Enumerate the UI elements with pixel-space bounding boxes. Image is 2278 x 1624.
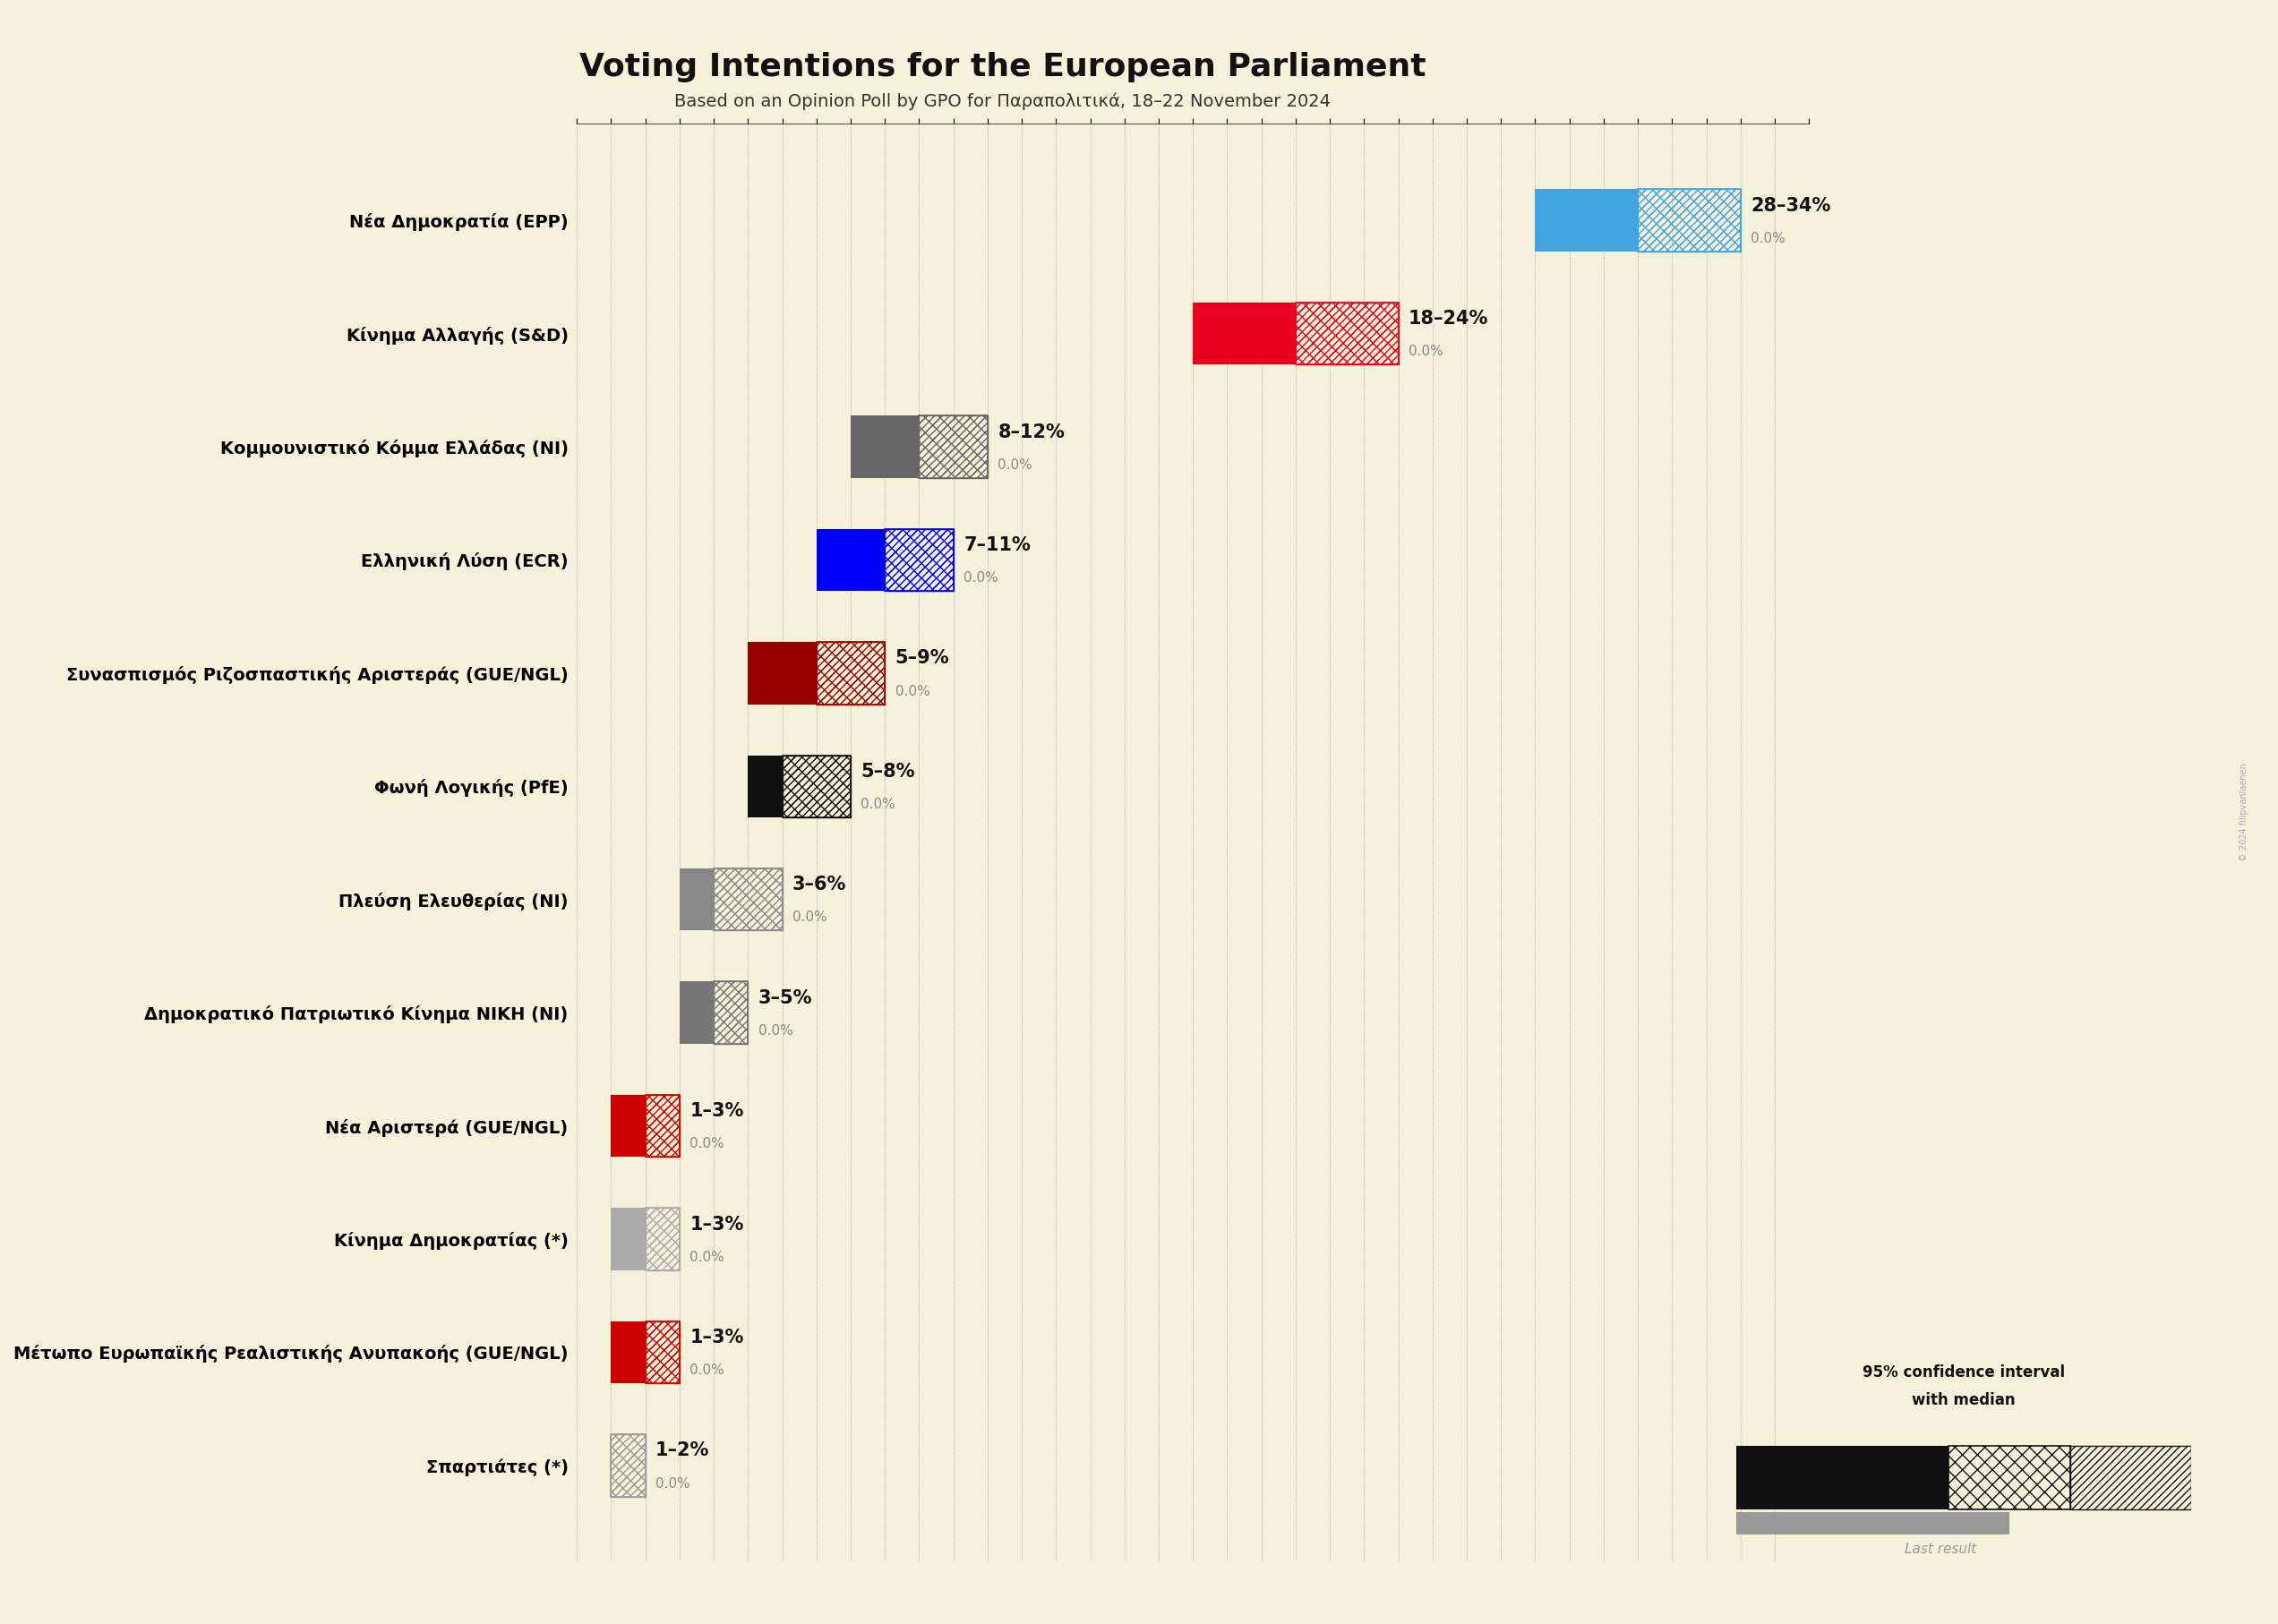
Text: 0.0%: 0.0% [759, 1025, 793, 1038]
Text: 18–24%: 18–24% [1408, 310, 1488, 328]
Text: 0.0%: 0.0% [895, 685, 929, 698]
Bar [611, 1434, 645, 1496]
Bar [918, 416, 989, 477]
Bar [816, 641, 884, 705]
Bar [1638, 190, 1740, 252]
Bar [713, 981, 747, 1044]
Bar [1296, 302, 1399, 365]
Text: 0.0%: 0.0% [656, 1476, 690, 1491]
Text: Voting Intentions for the European Parliament: Voting Intentions for the European Parli… [579, 52, 1426, 83]
Bar [2071, 1445, 2191, 1509]
Bar [713, 869, 781, 931]
Bar [747, 755, 781, 817]
Bar [611, 1095, 645, 1156]
Text: 7–11%: 7–11% [964, 536, 1030, 554]
Text: 0.0%: 0.0% [998, 458, 1032, 471]
Bar [645, 1208, 679, 1270]
Text: 8–12%: 8–12% [998, 424, 1064, 442]
Text: 0.0%: 0.0% [1408, 344, 1444, 359]
Text: 5–8%: 5–8% [861, 763, 916, 781]
Bar [645, 1320, 679, 1384]
Text: 5–9%: 5–9% [895, 650, 950, 667]
Text: 0.0%: 0.0% [861, 797, 895, 810]
Text: 0.0%: 0.0% [690, 1250, 724, 1263]
Text: 0.0%: 0.0% [690, 1364, 724, 1377]
Bar [884, 529, 952, 591]
Bar [1638, 190, 1740, 252]
Bar [1194, 302, 1296, 365]
Bar [645, 1095, 679, 1156]
Bar [645, 1095, 679, 1156]
Bar [645, 1320, 679, 1384]
Bar [816, 529, 884, 591]
Bar [713, 869, 781, 931]
Bar [816, 641, 884, 705]
Text: 0.0%: 0.0% [690, 1137, 724, 1151]
Bar [884, 529, 952, 591]
Text: 1–3%: 1–3% [690, 1215, 745, 1233]
Text: with median: with median [1911, 1392, 2016, 1408]
Text: Last result: Last result [1904, 1543, 1977, 1556]
Bar [645, 1208, 679, 1270]
Bar [1736, 1445, 1948, 1509]
Bar [1296, 302, 1399, 365]
Text: 1–3%: 1–3% [690, 1328, 745, 1346]
Text: 0.0%: 0.0% [1752, 232, 1786, 245]
Bar [1736, 1512, 2009, 1535]
Bar [781, 755, 850, 817]
Bar [1948, 1445, 2071, 1509]
Text: 3–6%: 3–6% [793, 875, 847, 893]
Text: 1–2%: 1–2% [656, 1442, 711, 1460]
Text: 1–3%: 1–3% [690, 1103, 745, 1121]
Text: 3–5%: 3–5% [759, 989, 813, 1007]
Bar [850, 416, 918, 477]
Bar [1535, 190, 1638, 252]
Bar [747, 641, 816, 705]
Text: 0.0%: 0.0% [793, 911, 827, 924]
Text: 0.0%: 0.0% [964, 572, 998, 585]
Bar [679, 869, 713, 931]
Bar [781, 755, 850, 817]
Bar [679, 981, 713, 1044]
Bar [713, 981, 747, 1044]
Bar [611, 1434, 645, 1496]
Text: 28–34%: 28–34% [1752, 197, 1832, 214]
Text: © 2024 filipvanlaenen: © 2024 filipvanlaenen [2239, 763, 2248, 861]
Bar [611, 1320, 645, 1384]
Text: Based on an Opinion Poll by GPO for Παραπολιτικά, 18–22 November 2024: Based on an Opinion Poll by GPO for Παρα… [674, 93, 1330, 110]
Text: 95% confidence interval: 95% confidence interval [1863, 1364, 2064, 1380]
Bar [611, 1208, 645, 1270]
Bar [918, 416, 989, 477]
